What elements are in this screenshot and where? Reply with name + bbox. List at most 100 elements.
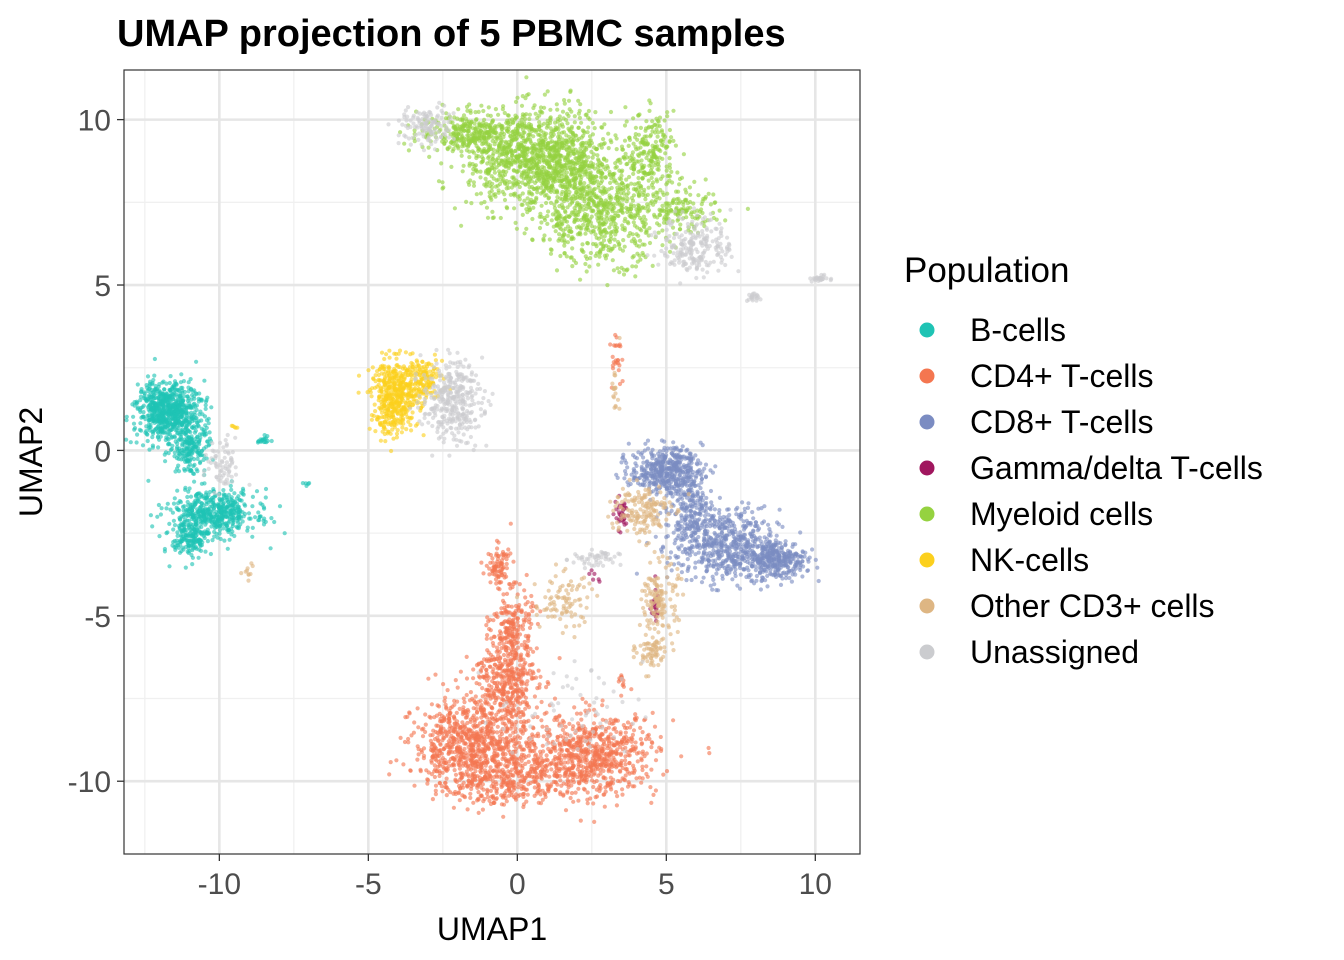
data-point	[511, 773, 516, 778]
data-point	[495, 746, 500, 752]
data-point	[487, 733, 492, 738]
data-point	[433, 783, 439, 788]
data-point	[615, 475, 620, 480]
data-point	[622, 476, 627, 481]
data-point	[616, 368, 621, 373]
data-point	[457, 706, 462, 712]
data-point	[740, 500, 745, 505]
data-point	[739, 513, 744, 518]
data-point	[415, 706, 420, 711]
data-point	[459, 783, 464, 788]
data-point	[777, 507, 782, 512]
data-point	[415, 757, 420, 762]
data-point	[211, 516, 216, 522]
data-point	[219, 509, 224, 514]
data-point	[633, 712, 638, 717]
data-point	[693, 560, 698, 565]
data-point	[708, 468, 713, 473]
data-point	[189, 534, 194, 539]
data-point	[573, 790, 578, 795]
data-point	[574, 711, 580, 716]
data-point	[192, 396, 197, 401]
data-point	[480, 709, 485, 714]
data-point	[165, 530, 170, 535]
data-point	[499, 696, 504, 702]
data-point	[165, 501, 170, 506]
data-point	[464, 769, 469, 774]
data-point	[618, 344, 623, 349]
data-point	[706, 745, 711, 751]
data-point	[675, 460, 680, 465]
data-point	[647, 736, 652, 742]
data-point	[187, 486, 192, 491]
data-point	[649, 745, 654, 750]
data-point	[563, 808, 569, 813]
data-point	[412, 783, 417, 788]
data-point	[170, 443, 175, 448]
data-point	[458, 669, 463, 674]
data-point	[593, 795, 598, 800]
data-point	[177, 517, 183, 522]
data-point	[737, 586, 743, 591]
data-point	[197, 412, 202, 417]
data-point	[468, 690, 473, 695]
data-point	[553, 780, 558, 785]
data-point	[679, 457, 684, 462]
data-point	[518, 673, 523, 678]
data-point	[452, 736, 457, 741]
data-point	[199, 517, 204, 522]
data-point	[533, 745, 538, 750]
data-point	[634, 470, 639, 475]
data-point	[696, 458, 701, 463]
data-point	[222, 538, 227, 543]
data-point	[511, 706, 516, 712]
data-point	[494, 754, 499, 759]
data-point	[626, 483, 631, 488]
data-point	[453, 678, 458, 683]
data-point	[488, 765, 493, 770]
data-point	[567, 768, 572, 773]
data-point	[753, 520, 759, 525]
data-point	[192, 462, 197, 467]
data-point	[475, 723, 480, 728]
data-point	[576, 798, 581, 803]
data-point	[509, 620, 514, 626]
data-point	[498, 636, 503, 641]
chart-title: UMAP projection of 5 PBMC samples	[117, 13, 786, 55]
data-point	[651, 792, 656, 798]
data-point	[480, 739, 485, 745]
data-point	[631, 728, 637, 733]
data-point	[217, 496, 222, 501]
data-point	[503, 772, 508, 777]
data-point	[477, 675, 483, 680]
data-point	[598, 771, 603, 776]
data-point	[605, 736, 610, 741]
data-point	[621, 723, 626, 728]
data-point	[484, 725, 489, 730]
data-point	[529, 676, 534, 681]
data-point	[506, 547, 511, 552]
data-point	[141, 396, 146, 401]
data-point	[488, 580, 493, 585]
data-point	[199, 452, 204, 457]
data-point	[257, 517, 262, 523]
data-point	[629, 472, 634, 477]
data-point	[452, 702, 457, 707]
data-point	[196, 396, 201, 401]
data-point	[219, 516, 225, 521]
data-point	[300, 481, 305, 486]
data-point	[479, 762, 484, 767]
data-point	[494, 613, 499, 619]
data-point	[653, 758, 659, 763]
data-point	[491, 781, 496, 787]
data-point	[535, 731, 541, 736]
data-point	[150, 405, 155, 410]
data-point	[130, 402, 135, 407]
data-point	[669, 451, 674, 456]
data-point	[480, 726, 485, 731]
data-point	[189, 434, 194, 439]
data-point	[440, 789, 445, 794]
data-point	[497, 569, 502, 574]
data-point	[465, 784, 470, 789]
data-point	[507, 610, 512, 615]
